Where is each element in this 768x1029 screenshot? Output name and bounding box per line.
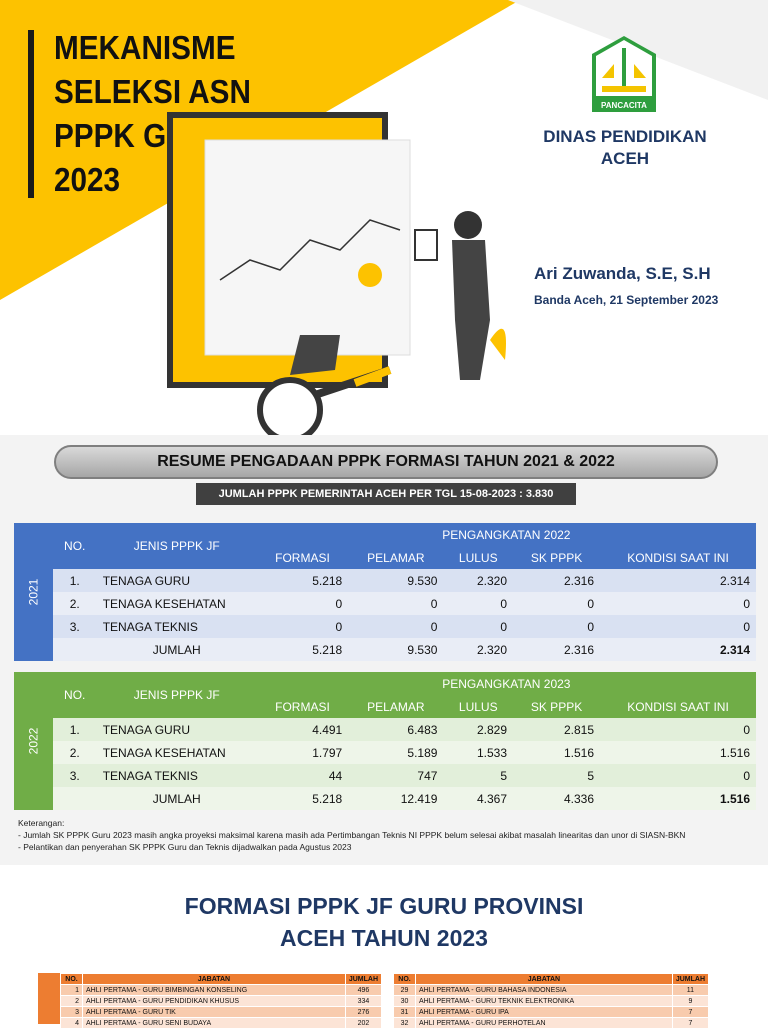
col-header: PELAMAR xyxy=(348,546,444,569)
col-header: LULUS xyxy=(443,546,514,569)
formasi-table-left: NO. JABATAN JUMLAH 1 AHLI PERTAMA - GURU BI… xyxy=(60,973,383,1029)
table-row: 30 AHLI PERTAMA - GURU TEKNIK ELEKTRONIKA… xyxy=(393,995,710,1007)
col-group: PENGANGKATAN 2022 xyxy=(256,523,756,546)
cover-section: MEKANISME SELEKSI ASN PPPK GURU 2023 PAN… xyxy=(0,0,768,435)
formasi-title: FORMASI PPPK JF GURU PROVINSI ACEH TAHUN… xyxy=(184,893,584,951)
table-2021: 2021 NO. JENIS PPPK JF PENGANGKATAN 2022… xyxy=(14,523,756,661)
col-header: SK PPPK xyxy=(513,695,601,718)
table-row: 32 AHLI PERTAMA - GURU PERHOTELAN 7 xyxy=(393,1017,710,1029)
author-name: Ari Zuwanda, S.E, S.H xyxy=(534,264,711,283)
organization-name: DINAS PENDIDIKAN ACEH xyxy=(543,127,707,168)
table-2022: 2022 NO. JENIS PPPK JF PENGANGKATAN 2023… xyxy=(14,672,756,810)
table-row: 29 AHLI PERTAMA - GURU BAHASA INDONESIA 11 xyxy=(393,984,710,996)
col-header: LULUS xyxy=(443,695,514,718)
title-line: 2023 xyxy=(54,161,121,198)
resume-subtitle: JUMLAH PPPK PEMERINTAH ACEH PER TGL 15-0… xyxy=(196,483,576,505)
note-item: - Pelantikan dan penyerahan SK PPPK Guru… xyxy=(18,842,352,852)
table-row: 1. TENAGA GURU 5.218 9.530 2.320 2.316 2.314 xyxy=(14,569,756,592)
table-row: 3. TENAGA TEKNIS 0 0 0 0 0 xyxy=(14,615,756,638)
presentation-date: Banda Aceh, 21 September 2023 xyxy=(534,293,719,307)
person-body xyxy=(452,240,490,380)
col-jenis: JENIS PPPK JF xyxy=(96,672,257,718)
year-label: 2022 xyxy=(26,727,41,755)
table-row: 2. TENAGA KESEHATAN 1.797 5.189 1.533 1.516 1.… xyxy=(14,741,756,764)
total-row: JUMLAH 5.218 9.530 2.320 2.316 2.314 xyxy=(14,638,756,661)
resume-section: RESUME PENGADAAN PPPK FORMASI TAHUN 2021… xyxy=(0,435,768,865)
svg-text:PANCACITA: PANCACITA xyxy=(601,101,647,110)
col-jenis: JENIS PPPK JF xyxy=(96,523,257,569)
magnifier-shape xyxy=(257,377,323,435)
pancacita-logo: PANCACITA xyxy=(592,36,656,112)
table-row: 31 AHLI PERTAMA - GURU IPA 7 xyxy=(393,1006,710,1018)
dashboard-window xyxy=(204,139,411,356)
col-header: SK PPPK xyxy=(513,546,601,569)
col-header: KONDISI SAAT INI xyxy=(600,546,756,569)
cover-title: MEKANISME SELEKSI ASN PPPK GURU 2023 xyxy=(54,26,251,202)
table-row: 2. TENAGA KESEHATAN 0 0 0 0 0 xyxy=(14,592,756,615)
col-header: FORMASI xyxy=(256,695,349,718)
table-row: 3. TENAGA TEKNIS 44 747 5 5 0 xyxy=(14,764,756,787)
formasi-table-right: NO. JABATAN JUMLAH 29 AHLI PERTAMA - GURU B… xyxy=(393,973,710,1029)
col-no: NO. xyxy=(52,523,97,569)
table-row: 3 AHLI PERTAMA - GURU TIK 276 xyxy=(60,1006,383,1018)
resume-title: RESUME PENGADAAN PPPK FORMASI TAHUN 2021… xyxy=(54,445,718,479)
title-line: MEKANISME xyxy=(54,29,236,66)
table-row: 1. TENAGA GURU 4.491 6.483 2.829 2.815 0 xyxy=(14,718,756,741)
total-row: JUMLAH 5.218 12.419 4.367 4.336 1.516 xyxy=(14,787,756,810)
col-no: NO. xyxy=(52,672,97,718)
col-header: KONDISI SAAT INI xyxy=(600,695,756,718)
table-row: 1 AHLI PERTAMA - GURU BIMBINGAN KONSELING… xyxy=(60,984,383,996)
table-row: 2 AHLI PERTAMA - GURU PENDIDIKAN KHUSUS 33… xyxy=(60,995,383,1007)
col-header: PELAMAR xyxy=(348,695,444,718)
table-row: 4 AHLI PERTAMA - GURU SENI BUDAYA 202 xyxy=(60,1017,383,1029)
computer-illustration xyxy=(167,112,506,435)
title-accent-bar xyxy=(28,30,34,198)
col-group: PENGANGKATAN 2023 xyxy=(256,672,756,695)
col-header: FORMASI xyxy=(256,546,349,569)
year-label: 2021 xyxy=(26,578,41,606)
note-item: - Jumlah SK PPPK Guru 2023 masih angka p… xyxy=(18,830,686,840)
notes: Keterangan: - Jumlah SK PPPK Guru 2023 m… xyxy=(18,818,686,852)
person-head xyxy=(454,211,482,239)
title-line: SELEKSI ASN xyxy=(54,73,251,110)
orange-side-bar xyxy=(38,973,60,1024)
